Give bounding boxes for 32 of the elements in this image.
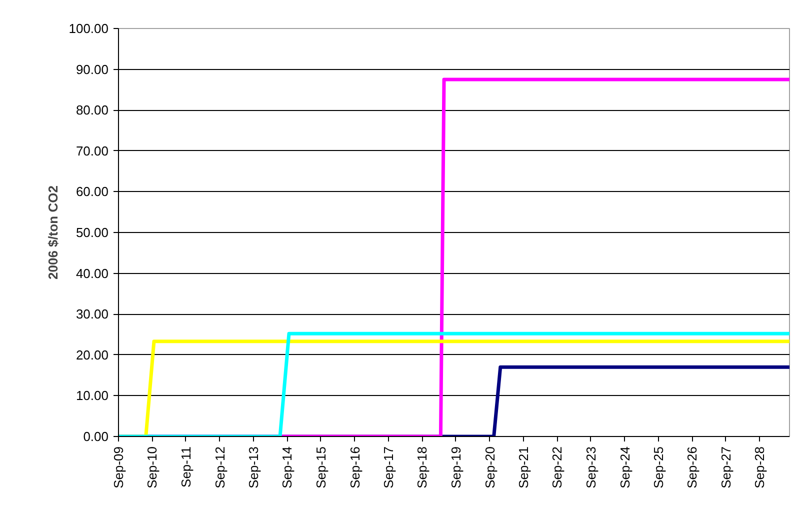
y-tick-label: 100.00 — [68, 21, 109, 36]
x-tick-label: Sep-15 — [313, 446, 328, 488]
y-tick-label: 50.00 — [76, 225, 109, 240]
x-tick-label: Sep-26 — [684, 446, 700, 488]
x-tick-label: Sep-14 — [280, 446, 295, 488]
y-tick-label: 40.00 — [76, 266, 109, 281]
y-tick-label: 30.00 — [76, 306, 109, 322]
x-tick-label: Sep-12 — [212, 446, 228, 488]
x-tick-label: Sep-11 — [178, 446, 194, 488]
y-tick-label: 80.00 — [76, 102, 109, 118]
y-tick-label: 70.00 — [76, 143, 109, 158]
y-tick-label: 10.00 — [76, 388, 109, 404]
x-tick-label: Sep-27 — [718, 446, 734, 488]
x-tick-label: Sep-16 — [347, 446, 362, 488]
x-tick-label: Sep-19 — [448, 446, 464, 488]
x-tick-label: Sep-20 — [482, 446, 498, 488]
x-tick-label: Sep-09 — [111, 446, 126, 488]
y-tick-label: 60.00 — [76, 184, 109, 200]
x-tick-label: Sep-23 — [583, 446, 598, 488]
x-tick-label: Sep-18 — [414, 446, 430, 488]
x-tick-label: Sep-13 — [246, 446, 261, 488]
x-tick-label: Sep-21 — [516, 446, 531, 488]
y-tick-label: 20.00 — [76, 347, 109, 362]
x-tick-label: Sep-10 — [144, 446, 160, 488]
y-axis-title: 2006 $/ton CO2 — [46, 186, 61, 280]
x-tick-label: Sep-22 — [550, 446, 565, 488]
x-tick-label: Sep-24 — [617, 446, 632, 488]
x-tick-label: Sep-25 — [650, 446, 666, 488]
y-tick-label: 0.00 — [83, 429, 109, 444]
x-tick-label: Sep-17 — [380, 446, 396, 488]
y-tick-label: 90.00 — [76, 62, 109, 77]
x-tick-label: Sep-28 — [752, 446, 768, 488]
